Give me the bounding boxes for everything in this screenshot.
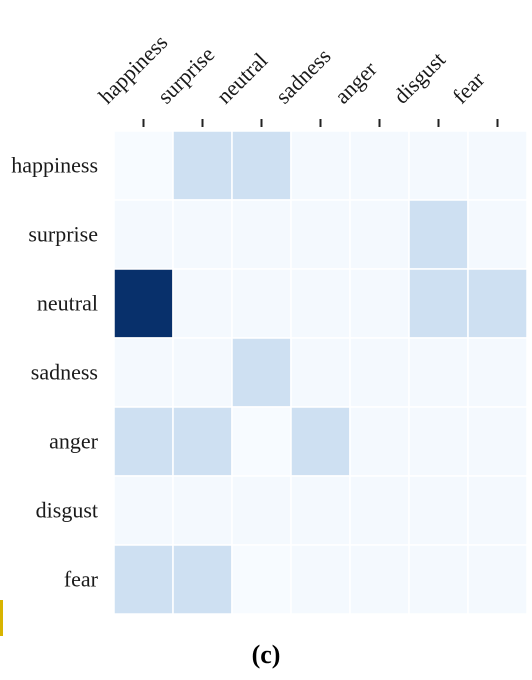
y-tick-label-sadness: sadness — [31, 360, 98, 385]
heatmap-cell-surprise-sadness — [290, 199, 351, 270]
x-tick-label-anger: anger — [329, 56, 382, 109]
y-tick-label-surprise: surprise — [28, 222, 98, 247]
heatmap-cell-sadness-neutral — [231, 337, 292, 408]
edge-mark — [0, 600, 3, 636]
heatmap-cell-disgust-surprise — [172, 475, 233, 546]
heatmap-cell-neutral-sadness — [290, 268, 351, 339]
heatmap-cell-surprise-surprise — [172, 199, 233, 270]
y-axis-labels: happiness surprise neutral sadness anger disg… — [11, 153, 98, 592]
heatmap-cell-anger-anger — [349, 406, 410, 477]
heatmap-cell-anger-surprise — [172, 406, 233, 477]
heatmap-cell-fear-surprise — [172, 544, 233, 615]
heatmap-cell-fear-happiness — [113, 544, 174, 615]
heatmap-cell-happiness-surprise — [172, 130, 233, 201]
heatmap-cell-happiness-disgust — [408, 130, 469, 201]
y-tick-label-fear: fear — [64, 567, 99, 592]
x-tick-label-sadness: sadness — [270, 43, 335, 108]
heatmap-cell-fear-disgust — [408, 544, 469, 615]
x-tick-label-fear: fear — [447, 66, 489, 108]
heatmap-cell-fear-anger — [349, 544, 410, 615]
heatmap-cell-disgust-fear — [467, 475, 528, 546]
heatmap-cell-anger-neutral — [231, 406, 292, 477]
heatmap-cell-anger-happiness — [113, 406, 174, 477]
heatmap-cell-fear-fear — [467, 544, 528, 615]
heatmap-cell-fear-neutral — [231, 544, 292, 615]
y-tick-label-neutral: neutral — [37, 291, 98, 316]
heatmap-cell-anger-disgust — [408, 406, 469, 477]
heatmap-cell-happiness-happiness — [113, 130, 174, 201]
x-tick-label-disgust: disgust — [388, 47, 450, 109]
heatmap-cell-disgust-anger — [349, 475, 410, 546]
heatmap-cell-fear-sadness — [290, 544, 351, 615]
heatmap-cell-sadness-sadness — [290, 337, 351, 408]
heatmap-cell-neutral-surprise — [172, 268, 233, 339]
x-axis-ticks — [142, 119, 499, 127]
heatmap-cell-sadness-anger — [349, 337, 410, 408]
heatmap-cell-surprise-happiness — [113, 199, 174, 270]
heatmap-cell-happiness-anger — [349, 130, 410, 201]
heatmap-cell-sadness-happiness — [113, 337, 174, 408]
heatmap-cell-sadness-disgust — [408, 337, 469, 408]
heatmap-cell-disgust-happiness — [113, 475, 174, 546]
y-tick-label-anger: anger — [49, 429, 99, 454]
heatmap-cell-neutral-fear — [467, 268, 528, 339]
heatmap-cell-sadness-surprise — [172, 337, 233, 408]
heatmap-cell-happiness-neutral — [231, 130, 292, 201]
x-tick-label-neutral: neutral — [211, 48, 272, 109]
heatmap-cell-neutral-anger — [349, 268, 410, 339]
heatmap-cell-surprise-anger — [349, 199, 410, 270]
heatmap-cell-happiness-fear — [467, 130, 528, 201]
heatmap-cell-disgust-disgust — [408, 475, 469, 546]
heatmap-cell-surprise-disgust — [408, 199, 469, 270]
heatmap-cell-neutral-disgust — [408, 268, 469, 339]
figure-caption: (c) — [251, 640, 281, 669]
y-tick-label-disgust: disgust — [36, 498, 98, 523]
heatmap-cell-anger-fear — [467, 406, 528, 477]
heatmap-cell-surprise-fear — [467, 199, 528, 270]
y-tick-label-happiness: happiness — [11, 153, 98, 178]
heatmap-cell-anger-sadness — [290, 406, 351, 477]
heatmap-cell-neutral-happiness — [113, 268, 174, 339]
heatmap-cell-disgust-neutral — [231, 475, 292, 546]
heatmap-cell-surprise-neutral — [231, 199, 292, 270]
heatmap-cell-neutral-neutral — [231, 268, 292, 339]
heatmap-cell-disgust-sadness — [290, 475, 351, 546]
heatmap-cell-sadness-fear — [467, 337, 528, 408]
heatmap-cells — [113, 130, 528, 615]
heatmap-cell-happiness-sadness — [290, 130, 351, 201]
